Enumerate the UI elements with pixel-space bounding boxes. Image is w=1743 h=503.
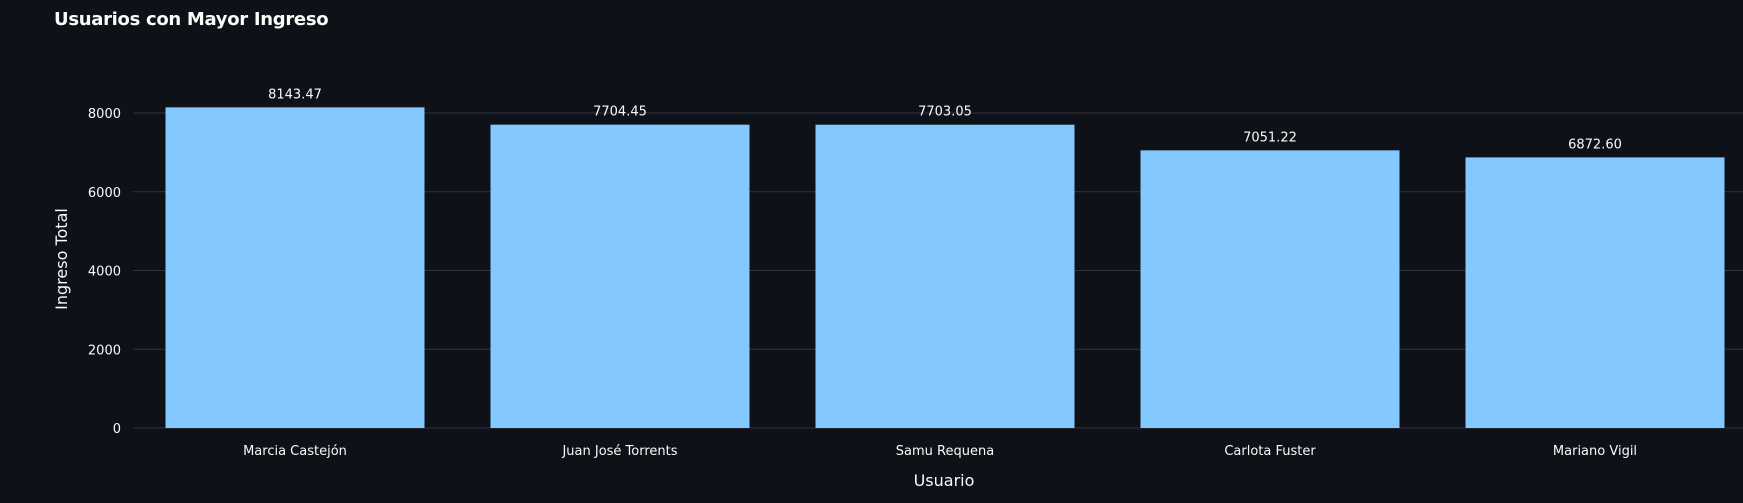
bar-value-label: 8143.47 [268, 87, 322, 102]
x-tick-label: Carlota Fuster [1224, 444, 1316, 459]
y-tick-label: 2000 [88, 343, 121, 358]
bar-value-label: 7703.05 [918, 105, 972, 120]
x-axis-ticks: Marcia Castejón Juan José Torrents Samu Re… [243, 444, 1637, 459]
x-tick-label: Samu Requena [896, 444, 994, 459]
chart-title: Usuarios con Mayor Ingreso [54, 9, 329, 30]
bar[interactable] [815, 124, 1075, 428]
x-tick-label: Juan José Torrents [561, 444, 677, 459]
bar[interactable] [165, 107, 425, 429]
bar[interactable] [1140, 150, 1400, 428]
data-labels: 8143.47 7704.45 7703.05 7051.22 6872.60 [268, 87, 1622, 152]
bar-value-label: 6872.60 [1568, 137, 1622, 152]
y-tick-label: 4000 [88, 265, 121, 280]
y-tick-label: 0 [113, 422, 121, 437]
y-tick-label: 6000 [88, 186, 121, 201]
bar[interactable] [490, 124, 750, 429]
bar[interactable] [1465, 157, 1725, 429]
bars [165, 107, 1725, 429]
x-axis-title: Usuario [914, 471, 975, 490]
y-tick-label: 8000 [88, 107, 121, 122]
bar-value-label: 7704.45 [593, 105, 647, 120]
x-tick-label: Marcia Castejón [243, 444, 347, 459]
x-tick-label: Mariano Vigil [1553, 444, 1637, 459]
y-axis-title: Ingreso Total [52, 208, 71, 310]
y-axis-ticks: 0 2000 4000 6000 8000 [88, 107, 121, 437]
bar-value-label: 7051.22 [1243, 130, 1297, 145]
